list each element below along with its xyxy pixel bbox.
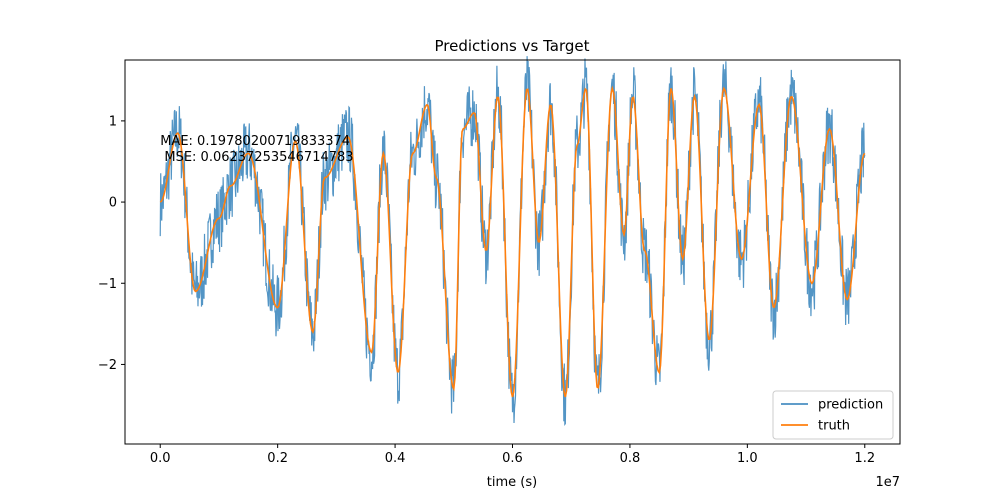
metrics-annotation: MAE: 0.19780200719833374 MSE: 0.06237253…: [160, 134, 353, 165]
series-truth-line: [159, 85, 866, 398]
y-axis: 1 0 −1 −2: [98, 114, 125, 373]
x-axis-label: time (s): [487, 475, 537, 490]
x-axis-offset-label: 1e7: [875, 475, 900, 490]
y-tick-label: −2: [98, 358, 117, 373]
x-tick-label: 0.0: [150, 451, 171, 466]
x-tick-label: 0.6: [502, 451, 523, 466]
x-tick-label: 1.2: [854, 451, 875, 466]
x-tick-label: 0.2: [267, 451, 288, 466]
chart-title: Predictions vs Target: [435, 37, 590, 55]
x-tick-label: 1.0: [737, 451, 758, 466]
mse-annotation: MSE: 0.06237253546714783: [160, 150, 353, 165]
mae-annotation: MAE: 0.19780200719833374: [160, 134, 350, 149]
legend-label-truth: truth: [818, 419, 850, 434]
legend-box: [772, 390, 894, 440]
x-axis: 0.0 0.2 0.4 0.6 0.8 1.0 1.2: [150, 444, 875, 466]
y-tick-label: 0: [109, 196, 117, 211]
x-tick-label: 0.8: [620, 451, 641, 466]
x-tick-label: 0.4: [385, 451, 406, 466]
plot-area: [159, 56, 866, 426]
y-tick-label: 1: [109, 114, 117, 129]
legend-label-prediction: prediction: [818, 398, 883, 413]
legend: prediction truth: [772, 390, 894, 440]
y-tick-label: −1: [98, 277, 117, 292]
